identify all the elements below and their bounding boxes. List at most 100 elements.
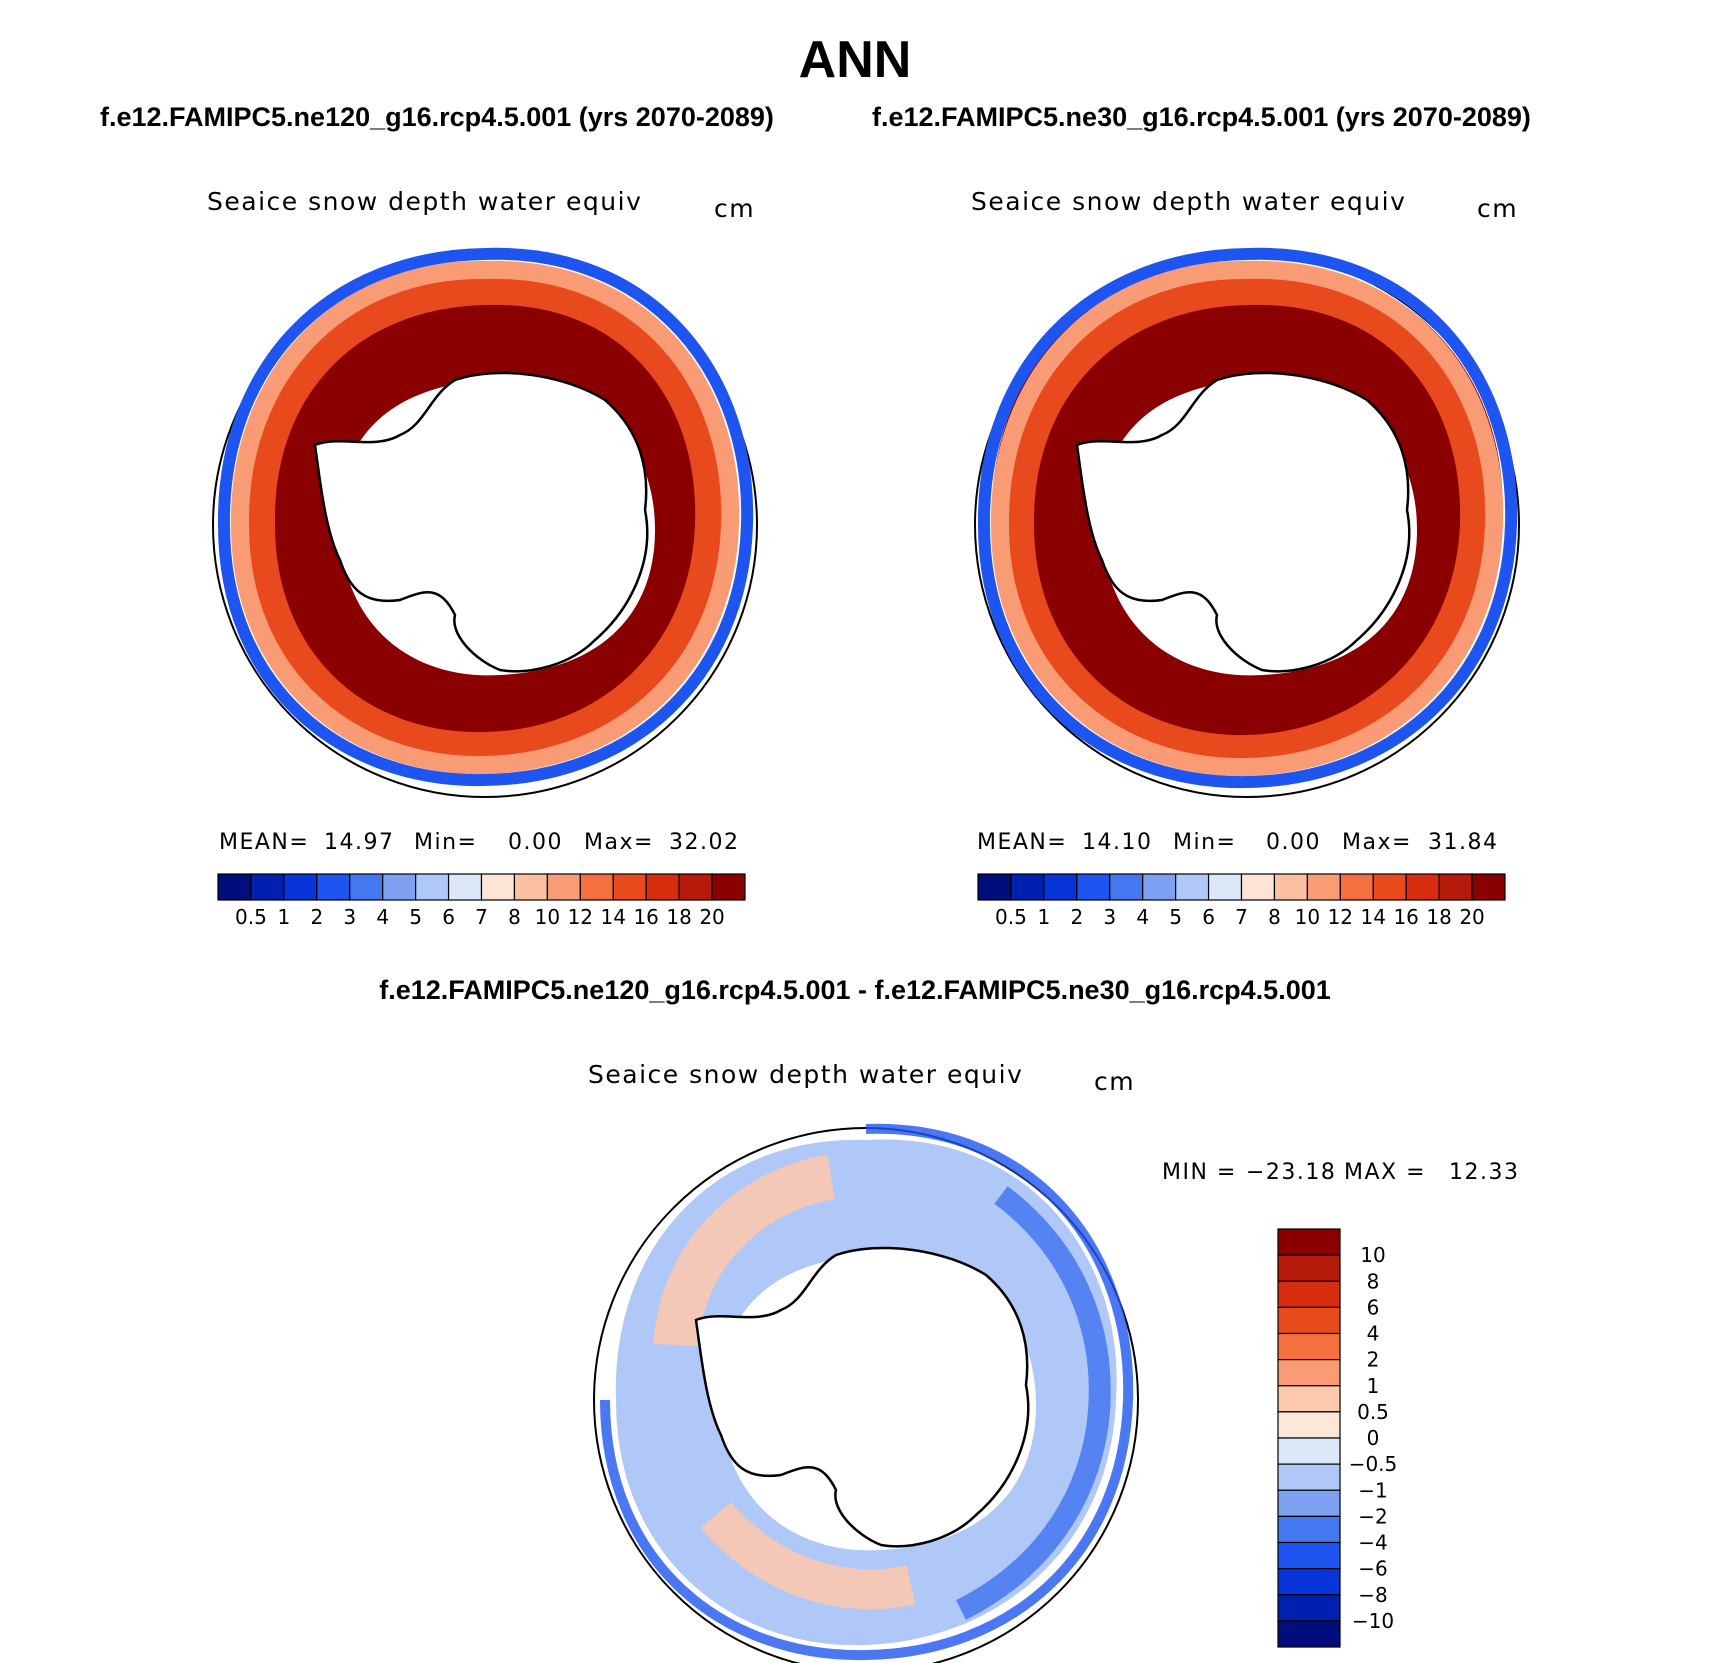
panel1-colorbar-color-box xyxy=(645,873,680,901)
panel1-colorbar-tick-label: 4 xyxy=(376,905,389,929)
panel1-colorbar-color-box xyxy=(513,873,548,901)
panel2-colorbar-tick-label: 14 xyxy=(1361,905,1386,929)
difference-min-label: MIN = xyxy=(1162,1160,1237,1185)
figure-title: ANN xyxy=(798,31,912,89)
panel1-colorbar-tick-label: 8 xyxy=(508,905,521,929)
panel1-colorbar-color-box xyxy=(579,873,614,901)
difference-colorbar-tick-label: −10 xyxy=(1352,1609,1394,1633)
panel2-colorbar-tick-label: 4 xyxy=(1136,905,1149,929)
difference-colorbar-tick-label: 4 xyxy=(1367,1322,1380,1346)
panel2-ice-edge-orange xyxy=(993,264,1501,776)
difference-colorbar-color-box xyxy=(1277,1594,1341,1622)
panel1-antarctica xyxy=(313,371,649,673)
difference-colorbar-color-box xyxy=(1277,1541,1341,1570)
panel1-variable-name: Seaice snow depth water equiv xyxy=(207,187,643,216)
difference-colorbar-color-box xyxy=(1277,1280,1341,1308)
panel2-colorbar-color-box xyxy=(977,873,1012,901)
panel2-antarctica xyxy=(1075,371,1411,673)
panel1-colorbar-tick-label: 20 xyxy=(699,905,724,929)
panel2-ice-edge-blue xyxy=(977,247,1518,789)
difference-colorbar-tick-label: −0.5 xyxy=(1349,1452,1398,1476)
difference-map xyxy=(593,1123,1139,1663)
panel2-map xyxy=(974,247,1520,798)
difference-min-value: −23.18 xyxy=(1246,1160,1337,1185)
difference-variable-name: Seaice snow depth water equiv xyxy=(588,1060,1024,1089)
panel2-mean-label: MEAN= xyxy=(977,830,1068,855)
panel2-min-label: Min= xyxy=(1173,830,1237,855)
panel2-colorbar-tick-label: 2 xyxy=(1070,905,1083,929)
panel2-colorbar-color-box xyxy=(1306,873,1341,901)
panel2-colorbar-tick-label: 8 xyxy=(1268,905,1281,929)
difference-max-label: MAX = xyxy=(1344,1160,1427,1185)
panel1-max-label: Max= xyxy=(584,830,654,855)
panel2-colorbar-color-box xyxy=(1043,873,1078,901)
panel1-colorbar-tick-label: 10 xyxy=(535,905,560,929)
difference-negative-band-east xyxy=(956,1186,1111,1620)
panel1-colorbar-tick-label: 18 xyxy=(666,905,691,929)
panel2-colorbar-tick-label: 20 xyxy=(1459,905,1484,929)
panel1-colorbar-tick-label: 16 xyxy=(633,905,658,929)
panel1-ice-edge-blue xyxy=(217,247,754,787)
difference-negative-edge xyxy=(600,1123,1134,1661)
difference-colorbar-tick-label: 10 xyxy=(1360,1243,1385,1267)
panel2-colorbar-color-box xyxy=(1438,873,1473,901)
panel2-min-value: 0.00 xyxy=(1266,830,1321,855)
panel1-ice-edge-orange xyxy=(234,264,736,773)
panel1-ice-edge-light xyxy=(230,260,740,775)
difference-units: cm xyxy=(1094,1067,1136,1096)
panel1-ice-ring xyxy=(234,264,736,771)
panel2-units: cm xyxy=(1477,194,1519,223)
difference-colorbar-color-box xyxy=(1277,1385,1341,1413)
difference-colorbar-tick-label: 0 xyxy=(1367,1426,1380,1450)
difference-colorbar-color-box xyxy=(1277,1254,1341,1282)
panel1-colorbar-tick-label: 14 xyxy=(601,905,626,929)
panel2-colorbar-tick-label: 12 xyxy=(1328,905,1353,929)
difference-colorbar-tick-label: 2 xyxy=(1367,1348,1380,1372)
panel1-map xyxy=(212,247,758,798)
difference-colorbar-color-box xyxy=(1277,1306,1341,1335)
panel2-colorbar-color-box xyxy=(1076,873,1111,901)
panel2-colorbar-tick-label: 5 xyxy=(1169,905,1182,929)
panel1-colorbar-color-box xyxy=(546,873,581,901)
difference-colorbar-tick-label: −1 xyxy=(1358,1478,1387,1502)
panel1-colorbar-color-box xyxy=(250,873,285,901)
panel1-colorbar-color-box xyxy=(480,873,516,901)
difference-colorbar-tick-label: −2 xyxy=(1358,1504,1387,1528)
panel2-colorbar-tick-label: 6 xyxy=(1202,905,1215,929)
difference-case-subtitle: f.e12.FAMIPC5.ne120_g16.rcp4.5.001 - f.e… xyxy=(379,975,1331,1005)
panel2-colorbar-color-box xyxy=(1372,873,1407,901)
difference-colorbar-color-box xyxy=(1277,1411,1341,1439)
panel2-colorbar-color-box xyxy=(1273,873,1308,901)
panel2-colorbar-color-box xyxy=(1240,873,1276,901)
difference-colorbar-tick-label: 6 xyxy=(1367,1295,1380,1319)
difference-colorbar-color-box xyxy=(1277,1515,1341,1544)
panel1-colorbar-color-box xyxy=(349,873,384,901)
panel1-colorbar-tick-label: 6 xyxy=(442,905,455,929)
panel1-colorbar-color-box xyxy=(447,873,483,901)
panel2-colorbar-tick-label: 7 xyxy=(1235,905,1248,929)
panel1-colorbar-tick-label: 7 xyxy=(475,905,488,929)
panel2-colorbar-color-box xyxy=(1339,873,1374,901)
difference-colorbar-color-box xyxy=(1277,1437,1341,1465)
panel1-colorbar-color-box xyxy=(711,873,746,901)
difference-colorbar-color-box xyxy=(1277,1463,1341,1491)
panel1-colorbar-tick-label: 0.5 xyxy=(235,905,267,929)
difference-colorbar-tick-label: 8 xyxy=(1367,1269,1380,1293)
panel2-colorbar-tick-label: 18 xyxy=(1426,905,1451,929)
panel2-colorbar-tick-label: 1 xyxy=(1038,905,1051,929)
difference-colorbar-color-box xyxy=(1277,1332,1341,1361)
panel2-colorbar-color-box xyxy=(1010,873,1045,901)
panel2-colorbar-tick-label: 16 xyxy=(1393,905,1418,929)
panel2-colorbar-color-box xyxy=(1471,873,1506,901)
panel1-mean-label: MEAN= xyxy=(219,830,310,855)
panel2-colorbar-tick-label: 10 xyxy=(1295,905,1320,929)
difference-antarctica xyxy=(694,1246,1030,1548)
difference-colorbar-tick-label: 0.5 xyxy=(1357,1400,1389,1424)
difference-positive-band-south xyxy=(700,1501,916,1610)
difference-colorbar-color-box xyxy=(1277,1359,1341,1387)
panel1-colorbar-color-box xyxy=(382,873,417,901)
panel1-colorbar-color-box xyxy=(678,873,713,901)
difference-colorbar-color-box xyxy=(1277,1568,1341,1596)
panel1-min-value: 0.00 xyxy=(508,830,563,855)
